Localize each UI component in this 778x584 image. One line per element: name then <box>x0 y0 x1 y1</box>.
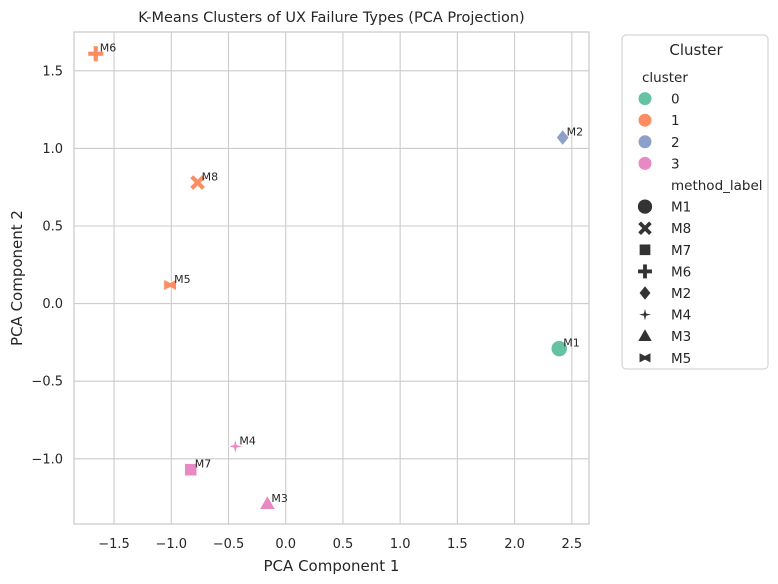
point-label: M7 <box>195 458 212 471</box>
x-tick-label: 1.5 <box>447 537 468 552</box>
x-tick-label: −1.0 <box>155 537 187 552</box>
y-axis-title: PCA Component 2 <box>8 210 26 346</box>
x-tick-label: −1.5 <box>98 537 130 552</box>
legend-label: M6 <box>671 264 691 280</box>
point-label: M6 <box>100 42 117 55</box>
legend-marker-cluster-3 <box>638 156 652 170</box>
legend-marker-m7 <box>639 243 651 256</box>
legend-marker-m4 <box>637 307 653 322</box>
x-tick-labels: −1.5 −1.0 −0.5 0.0 0.5 1.0 1.5 2.0 2.5 <box>98 537 582 552</box>
legend-hue-title: cluster <box>642 70 688 86</box>
legend-marker-cluster-1 <box>638 113 652 127</box>
chart-title: K-Means Clusters of UX Failure Types (PC… <box>138 10 524 26</box>
x-tick-label: 0.0 <box>275 537 296 552</box>
y-tick-label: −0.5 <box>31 375 63 390</box>
x-tick-label: 2.0 <box>504 537 525 552</box>
data-point-m2 <box>556 129 570 146</box>
legend-label: M3 <box>671 329 691 345</box>
data-point-m8 <box>190 175 205 190</box>
legend-marker-m8 <box>638 221 652 235</box>
data-point-m6 <box>88 46 104 62</box>
legend-box <box>621 34 769 370</box>
legend-entries: 0 1 2 3 M1 M8 M7 M6 M2 M4 M3 M5 <box>637 92 691 367</box>
point-label: M1 <box>563 337 580 350</box>
legend-label: 3 <box>671 156 680 172</box>
point-label: M8 <box>202 171 219 184</box>
legend-marker-m5 <box>638 352 652 364</box>
legend-label: M4 <box>671 308 691 324</box>
legend-title: Cluster <box>669 41 723 59</box>
legend-marker-m3 <box>637 328 653 342</box>
legend: Cluster cluster method_label 0 1 2 3 M1 M8 M7 M… <box>621 34 769 370</box>
grid-lines <box>74 32 589 524</box>
data-point-m1 <box>550 340 568 357</box>
x-tick-label: 0.5 <box>333 537 354 552</box>
x-tick-label: −0.5 <box>213 537 245 552</box>
legend-label: M7 <box>671 243 691 259</box>
legend-marker-cluster-0 <box>638 92 652 106</box>
data-points: M6 M2 M8 M5 M1 M4 M7 M3 <box>88 42 583 510</box>
legend-label: M5 <box>671 351 691 367</box>
legend-label: 0 <box>671 92 680 108</box>
legend-marker-m2 <box>638 285 652 301</box>
legend-label: 1 <box>671 113 680 129</box>
point-label: M4 <box>239 434 256 447</box>
legend-label: M2 <box>671 286 691 302</box>
plot-area-frame <box>73 31 590 525</box>
data-point-m4 <box>227 438 244 455</box>
point-label: M5 <box>174 273 191 286</box>
y-tick-label: −1.0 <box>31 452 63 467</box>
legend-label: M8 <box>671 221 691 237</box>
legend-marker-m1 <box>637 198 653 215</box>
data-point-m3 <box>259 495 276 510</box>
x-tick-label: 1.0 <box>390 537 411 552</box>
y-tick-labels: −1.0 −0.5 0.0 0.5 1.0 1.5 <box>31 64 63 467</box>
point-label: M2 <box>567 126 584 139</box>
y-tick-label: 0.5 <box>42 220 63 235</box>
y-tick-label: 1.5 <box>42 64 63 79</box>
data-point-m5 <box>163 279 177 291</box>
legend-label: 2 <box>671 135 680 151</box>
x-tick-label: 2.5 <box>561 537 582 552</box>
y-tick-label: 1.0 <box>42 142 63 157</box>
data-point-m7 <box>184 463 198 477</box>
legend-style-title: method_label <box>671 178 763 194</box>
legend-marker-m6 <box>638 264 652 279</box>
legend-label: M1 <box>671 200 691 216</box>
x-axis-title: PCA Component 1 <box>264 557 400 575</box>
y-tick-label: 0.0 <box>42 297 63 312</box>
point-label: M3 <box>271 492 288 505</box>
legend-marker-cluster-2 <box>638 135 652 149</box>
